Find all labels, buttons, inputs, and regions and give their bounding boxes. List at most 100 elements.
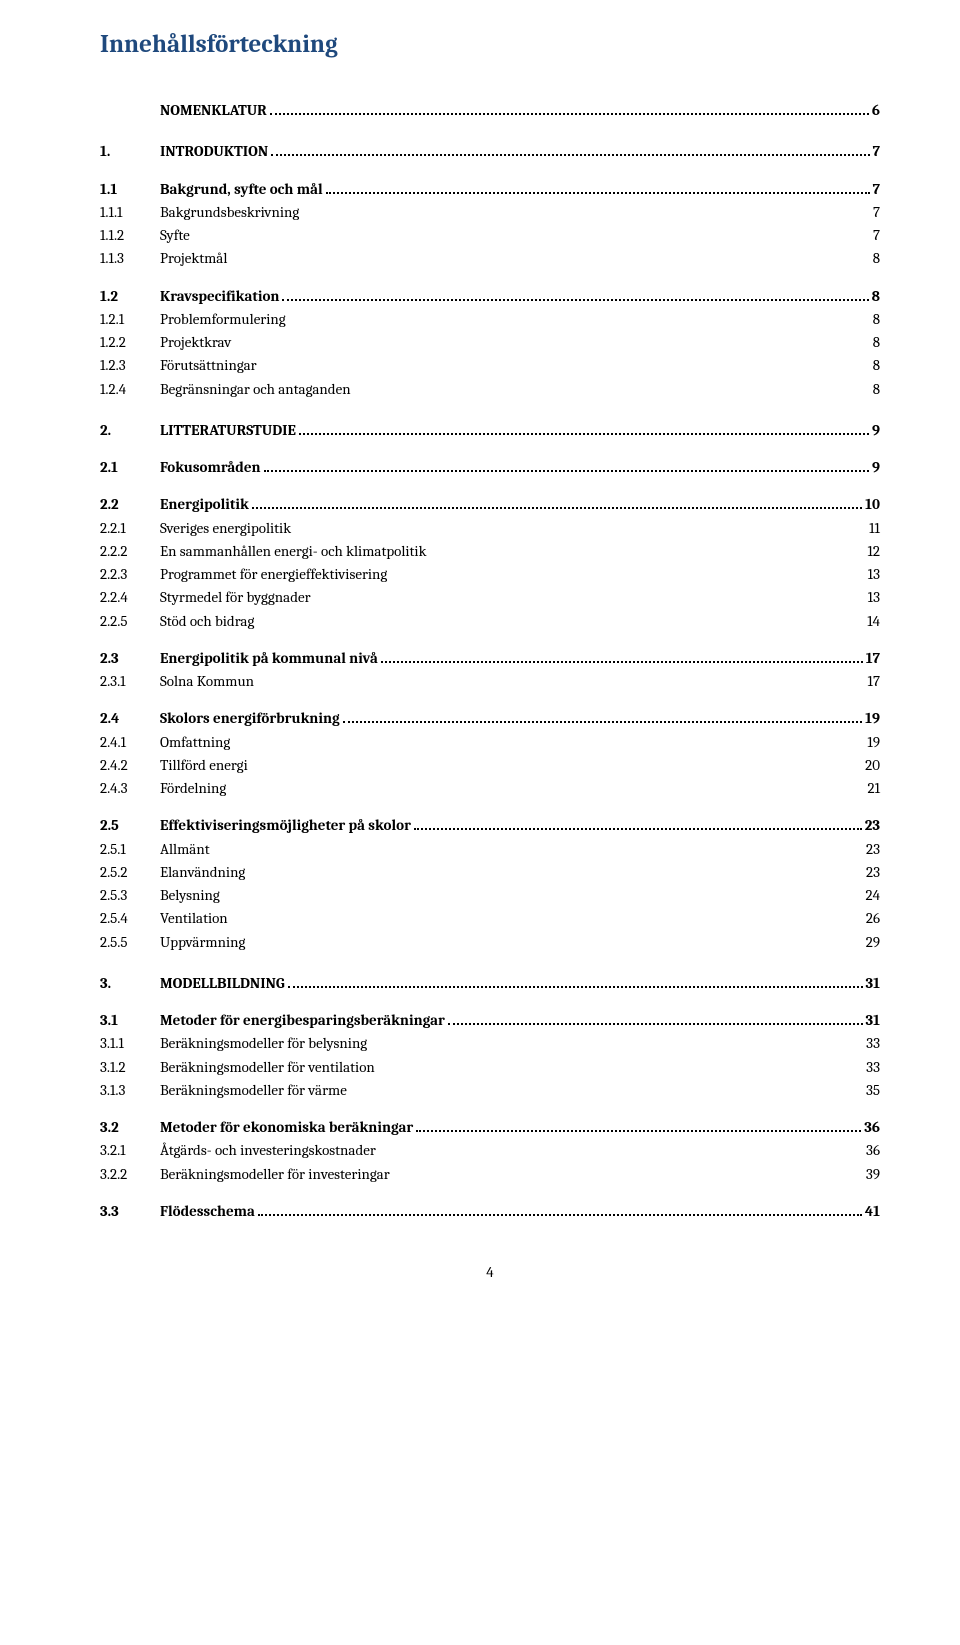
toc-entry: 2.4.1Omfattning 19 (100, 731, 880, 754)
toc-leader-dots (414, 828, 862, 830)
toc-entry-number: 1.2.2 (100, 331, 160, 354)
toc-entry-page: 29 (866, 931, 880, 954)
toc-entry-number: 2.2 (100, 493, 160, 516)
page-title: Innehållsförteckning (100, 30, 880, 59)
toc-entry-page: 36 (864, 1116, 880, 1139)
toc-entry: 3.3Flödesschema 41 (100, 1200, 880, 1223)
toc-entry: 3.2Metoder för ekonomiska beräkningar 36 (100, 1116, 880, 1139)
toc-entry-title: Syfte (160, 224, 190, 247)
toc-entry-title: Ventilation (160, 907, 228, 930)
toc-leader-dots (282, 299, 868, 301)
toc-entry-page: 23 (866, 838, 880, 861)
toc-entry-title: Beräkningsmodeller för ventilation (160, 1056, 375, 1079)
toc-entry-page: 33 (866, 1056, 880, 1079)
toc-entry-number: 2. (100, 419, 160, 442)
toc-leader-dots (343, 721, 862, 723)
toc-entry-page: 11 (869, 517, 880, 540)
toc-entry-number: 2.3.1 (100, 670, 160, 693)
toc-entry-page: 35 (866, 1079, 880, 1102)
toc-entry-page: 10 (865, 493, 880, 516)
toc-entry-title: Programmet för energieffektivisering (160, 563, 387, 586)
toc-entry-number: 1.2.3 (100, 354, 160, 377)
toc-entry: 1.2.2Projektkrav 8 (100, 331, 880, 354)
toc-entry-title: Problemformulering (160, 308, 286, 331)
toc-entry-number: 1.1.2 (100, 224, 160, 247)
toc-entry-number: 2.4.2 (100, 754, 160, 777)
toc-entry: 3.2.2Beräkningsmodeller för investeringa… (100, 1163, 880, 1186)
toc-entry-number: 3. (100, 972, 160, 995)
toc-entry-number: 2.4.1 (100, 731, 160, 754)
toc-entry-title: Skolors energiförbrukning (160, 707, 340, 730)
toc-entry-page: 7 (873, 140, 880, 163)
toc-entry: 2.5.1Allmänt 23 (100, 838, 880, 861)
toc-entry: 1.2.3Förutsättningar 8 (100, 354, 880, 377)
toc-entry: 2.5.2Elanvändning 23 (100, 861, 880, 884)
toc-entry: 2.5.3Belysning 24 (100, 884, 880, 907)
toc-entry-page: 23 (865, 814, 880, 837)
toc-entry-page: 14 (867, 610, 880, 633)
toc-entry: 3.1.2Beräkningsmodeller för ventilation … (100, 1056, 880, 1079)
toc-entry-title: Metoder för energibesparingsberäkningar (160, 1009, 445, 1032)
toc-entry: 3.1.3Beräkningsmodeller för värme 35 (100, 1079, 880, 1102)
toc-entry: 1.2.1Problemformulering 8 (100, 308, 880, 331)
toc-entry-page: 7 (873, 201, 880, 224)
toc-entry: 2.5.5Uppvärmning 29 (100, 931, 880, 954)
toc-leader-dots (299, 433, 869, 435)
toc-entry: NOMENKLATUR 6 (100, 99, 880, 122)
table-of-contents: NOMENKLATUR 61.INTRODUKTION 71.1Bakgrund… (100, 99, 880, 1223)
toc-entry: 2.2.4Styrmedel för byggnader 13 (100, 586, 880, 609)
toc-entry-title: Sveriges energipolitik (160, 517, 291, 540)
toc-entry-page: 31 (866, 1009, 881, 1032)
toc-entry-page: 8 (873, 308, 880, 331)
toc-entry-page: 23 (866, 861, 880, 884)
toc-entry-number: 2.5.5 (100, 931, 160, 954)
toc-entry-number: 1.2.1 (100, 308, 160, 331)
toc-entry-title: Omfattning (160, 731, 230, 754)
toc-entry-page: 39 (866, 1163, 880, 1186)
toc-entry: 2.2.3Programmet för energieffektiviserin… (100, 563, 880, 586)
toc-entry: 2.5Effektiviseringsmöjligheter på skolor… (100, 814, 880, 837)
toc-entry-page: 13 (868, 586, 880, 609)
toc-leader-dots (416, 1130, 861, 1132)
toc-entry-page: 7 (873, 178, 880, 201)
toc-entry: 2.3.1Solna Kommun 17 (100, 670, 880, 693)
toc-entry-number: 1.1.3 (100, 247, 160, 270)
toc-entry-page: 17 (868, 670, 880, 693)
toc-entry-page: 13 (868, 563, 880, 586)
toc-entry-title: Tillförd energi (160, 754, 248, 777)
toc-entry-page: 41 (865, 1200, 880, 1223)
toc-entry-page: 8 (873, 331, 880, 354)
toc-entry-title: Beräkningsmodeller för värme (160, 1079, 347, 1102)
toc-entry: 2.2.2En sammanhållen energi- och klimatp… (100, 540, 880, 563)
toc-entry-title: Åtgärds- och investeringskostnader (160, 1139, 376, 1162)
toc-entry: 1.1Bakgrund, syfte och mål 7 (100, 178, 880, 201)
toc-entry-number: 1.2.4 (100, 378, 160, 401)
toc-entry-title: Belysning (160, 884, 220, 907)
toc-entry-page: 9 (872, 456, 880, 479)
toc-entry-page: 7 (873, 224, 880, 247)
toc-entry-number: 3.2.1 (100, 1139, 160, 1162)
toc-entry-page: 17 (866, 647, 880, 670)
toc-entry-number: 2.2.1 (100, 517, 160, 540)
toc-entry-title: Fördelning (160, 777, 226, 800)
toc-entry-title: Bakgrund, syfte och mål (160, 178, 323, 201)
toc-entry-page: 8 (872, 285, 880, 308)
toc-entry-number: 2.5.1 (100, 838, 160, 861)
toc-entry-number: 2.1 (100, 456, 160, 479)
toc-entry-page: 8 (873, 378, 880, 401)
toc-entry-number: 3.2 (100, 1116, 160, 1139)
toc-entry-page: 31 (866, 972, 881, 995)
toc-entry-title: Bakgrundsbeskrivning (160, 201, 299, 224)
toc-entry: 1.1.1Bakgrundsbeskrivning 7 (100, 201, 880, 224)
toc-entry-page: 20 (865, 754, 880, 777)
toc-entry: 1.2.4Begränsningar och antaganden 8 (100, 378, 880, 401)
toc-entry-title: MODELLBILDNING (160, 972, 285, 995)
toc-entry-number: 1.1 (100, 178, 160, 201)
toc-entry-number: 3.1.1 (100, 1032, 160, 1055)
toc-entry-number: 2.5.4 (100, 907, 160, 930)
toc-entry-title: Begränsningar och antaganden (160, 378, 351, 401)
toc-leader-dots (326, 192, 870, 194)
toc-entry-page: 33 (866, 1032, 880, 1055)
toc-entry: 1.2Kravspecifikation 8 (100, 285, 880, 308)
toc-entry: 3.MODELLBILDNING 31 (100, 972, 880, 995)
